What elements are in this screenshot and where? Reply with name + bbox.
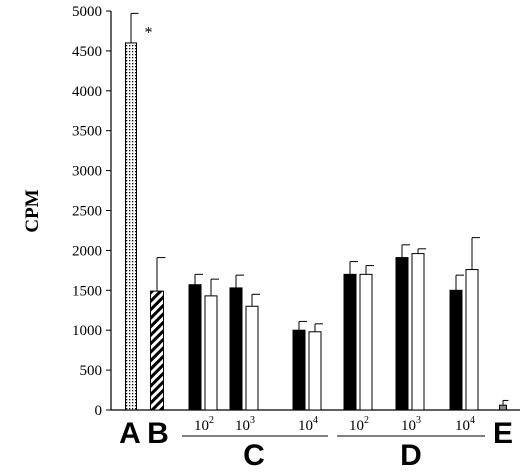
bar <box>125 42 137 411</box>
concentration-label: 102 <box>194 415 214 434</box>
group-label: E <box>493 417 513 450</box>
group-label: B <box>147 417 169 450</box>
bar <box>411 253 425 411</box>
bar <box>465 269 479 411</box>
bar <box>343 273 357 411</box>
concentration-exponent: 3 <box>250 415 255 426</box>
bar <box>499 404 507 411</box>
y-tick-label: 4000 <box>72 84 102 100</box>
concentration-base: 10 <box>235 418 250 434</box>
bar <box>449 289 463 411</box>
bar <box>188 284 202 411</box>
concentration-label: 102 <box>349 415 369 434</box>
concentration-exponent: 3 <box>416 415 421 426</box>
y-tick-label: 1500 <box>72 283 102 299</box>
y-tick-label: 0 <box>95 403 103 419</box>
group-label: A <box>119 417 141 450</box>
concentration-exponent: 2 <box>364 415 369 426</box>
concentration-exponent: 2 <box>209 415 214 426</box>
y-tick-label: 3500 <box>72 124 102 140</box>
concentration-base: 10 <box>455 418 470 434</box>
bar <box>204 295 218 411</box>
concentration-exponent: 4 <box>470 415 475 426</box>
y-tick-label: 4500 <box>72 44 102 60</box>
y-tick-label: 2500 <box>72 204 102 220</box>
y-axis-label: CPM <box>22 189 43 232</box>
significance-marker: * <box>145 24 153 41</box>
concentration-label: 104 <box>455 415 475 434</box>
group-label: D <box>400 439 422 472</box>
group-label: C <box>243 439 265 472</box>
concentration-base: 10 <box>194 418 209 434</box>
bar <box>359 273 373 411</box>
concentration-label: 103 <box>235 415 255 434</box>
concentration-base: 10 <box>349 418 364 434</box>
concentration-label: 103 <box>401 415 421 434</box>
bar <box>245 305 259 411</box>
y-tick-label: 2000 <box>72 243 102 259</box>
y-tick-label: 1000 <box>72 323 102 339</box>
plot-area: 0 500 1000 1500 2000 2500 3000 3500 4000 4500 5000… <box>72 4 520 472</box>
y-tick-label: 5000 <box>72 4 102 20</box>
bar <box>292 329 306 411</box>
bar <box>229 287 243 411</box>
bar <box>395 257 409 411</box>
concentration-base: 10 <box>298 418 313 434</box>
y-tick-label: 500 <box>80 363 103 379</box>
bar <box>308 331 322 411</box>
y-tick-label: 3000 <box>72 164 102 180</box>
concentration-label: 104 <box>298 415 318 434</box>
concentration-base: 10 <box>401 418 416 434</box>
bar <box>150 290 164 411</box>
concentration-exponent: 4 <box>313 415 318 426</box>
